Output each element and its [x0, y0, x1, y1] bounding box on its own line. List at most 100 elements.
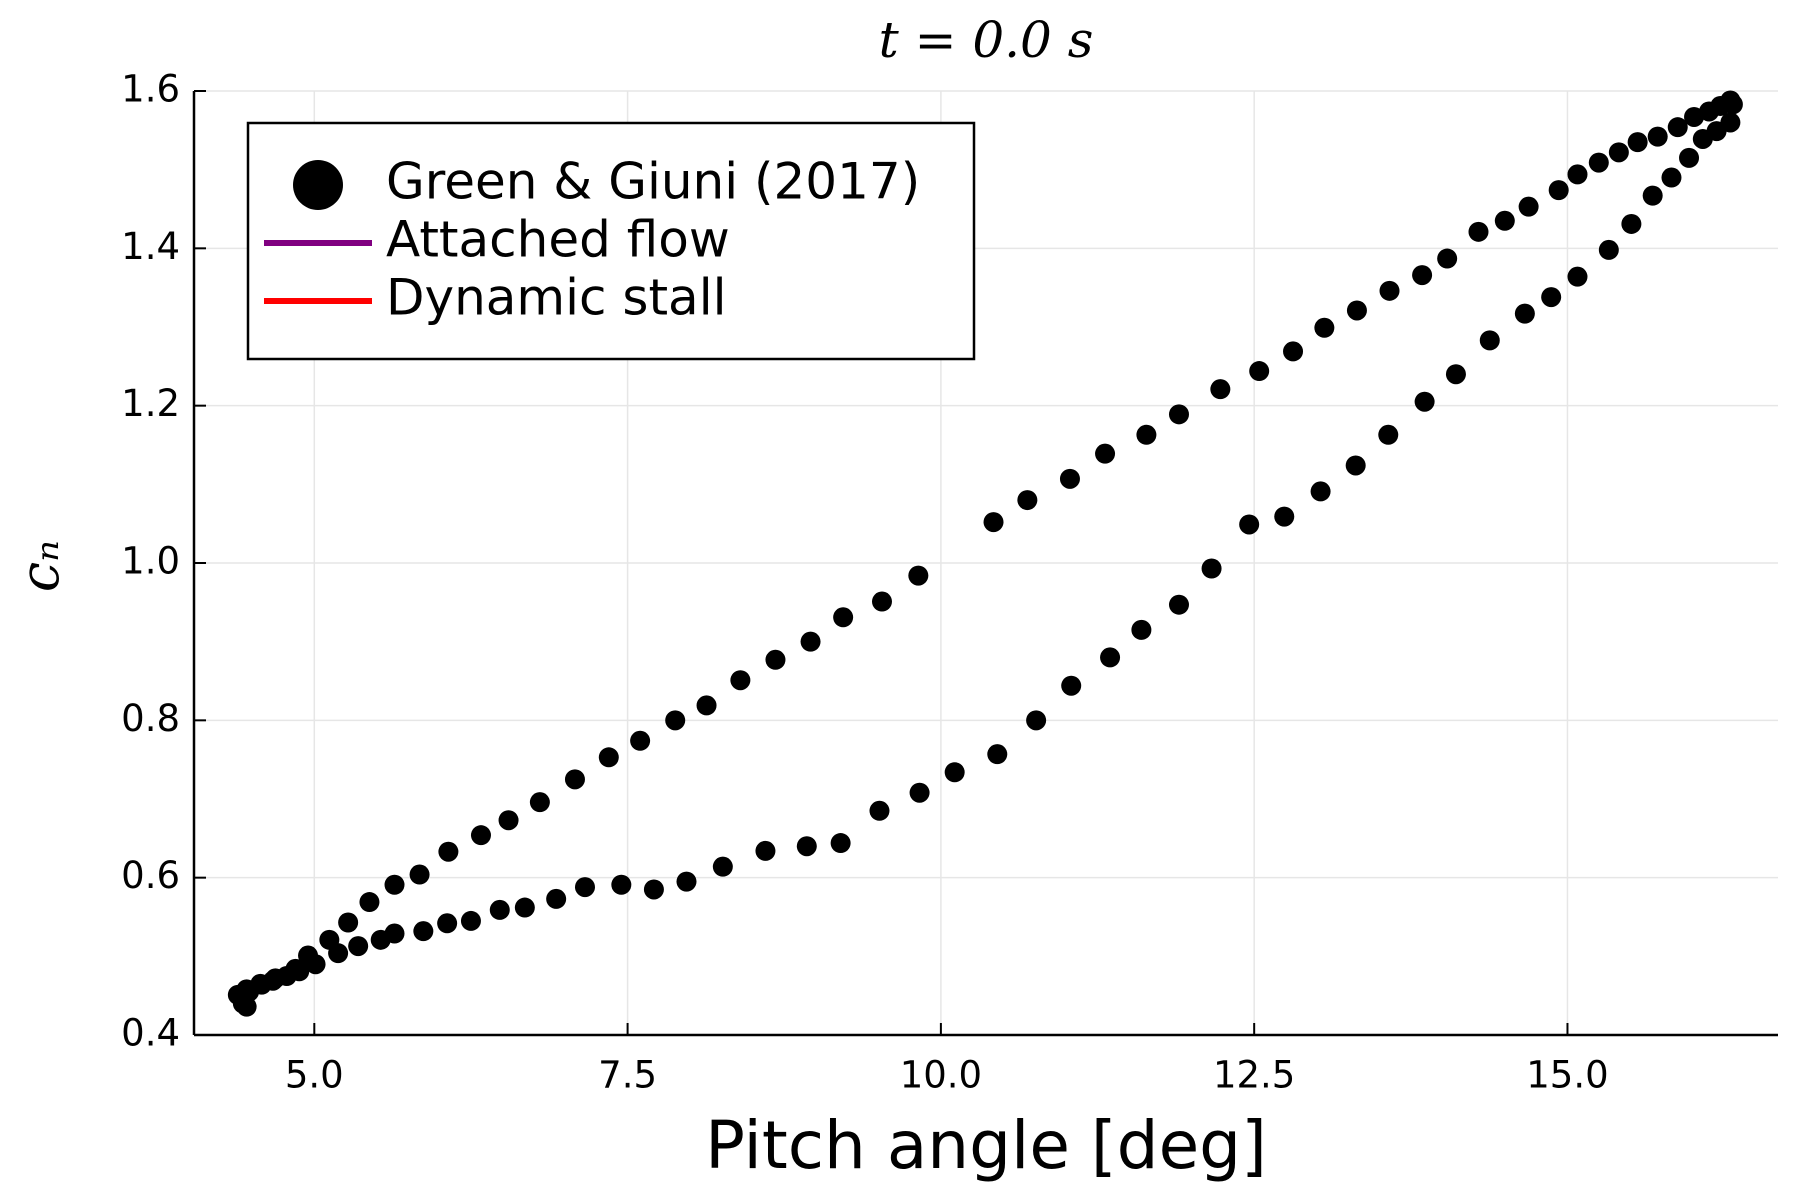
data-point [1548, 180, 1569, 201]
data-point [460, 910, 481, 931]
data-point [944, 762, 965, 783]
legend-label: Dynamic stall [386, 269, 726, 327]
data-point [384, 874, 405, 895]
data-point [696, 695, 717, 716]
data-point [437, 913, 458, 934]
data-point [1627, 132, 1648, 153]
data-point [413, 921, 434, 942]
data-point [1667, 117, 1688, 138]
data-point [498, 810, 519, 831]
data-point [730, 670, 751, 691]
y-tick-label: 0.6 [121, 854, 180, 897]
data-point [796, 836, 817, 857]
data-point [1061, 675, 1082, 696]
data-point [1647, 126, 1668, 147]
data-point [871, 591, 892, 612]
data-point [1379, 280, 1400, 301]
data-point [1249, 361, 1270, 382]
data-point [546, 888, 567, 909]
y-tick-label: 1.4 [121, 225, 180, 268]
data-point [1017, 490, 1038, 511]
legend-swatch [293, 160, 343, 210]
data-point [1414, 391, 1435, 412]
data-point [348, 936, 369, 957]
data-point [983, 512, 1004, 533]
data-point [1445, 364, 1466, 385]
y-tick-label: 0.4 [121, 1012, 180, 1055]
data-point [529, 792, 550, 813]
data-point [1588, 152, 1609, 173]
data-point [1642, 185, 1663, 206]
y-tick-label: 1.2 [121, 382, 180, 425]
data-point [1378, 424, 1399, 445]
data-point [1210, 379, 1231, 400]
data-point [1100, 647, 1121, 668]
x-tick-label: 12.5 [1213, 1054, 1295, 1097]
data-point [564, 769, 585, 790]
data-point [1412, 265, 1433, 286]
data-point [1168, 594, 1189, 615]
y-tick-label: 1.6 [121, 68, 180, 111]
data-point [1567, 164, 1588, 185]
data-point [470, 825, 491, 846]
data-point [1684, 106, 1705, 127]
data-point [665, 710, 686, 731]
data-point [1239, 514, 1260, 535]
data-point [409, 864, 430, 885]
data-point [514, 897, 535, 918]
data-point [438, 841, 459, 862]
data-point [1136, 424, 1157, 445]
data-point [338, 912, 359, 933]
data-point [305, 954, 326, 975]
data-point [1310, 481, 1331, 502]
data-point [1479, 330, 1500, 351]
y-tick-label: 1.0 [121, 540, 180, 583]
x-tick-label: 10.0 [900, 1054, 982, 1097]
data-point [1621, 213, 1642, 234]
data-point [712, 856, 733, 877]
data-point [643, 879, 664, 900]
data-point [676, 871, 697, 892]
chart-title: t = 0.0 s [879, 11, 1094, 69]
data-point [1722, 94, 1743, 115]
data-point [1131, 619, 1152, 640]
data-point [370, 929, 391, 950]
data-point [1608, 142, 1629, 163]
data-point [1095, 443, 1116, 464]
data-point [765, 649, 786, 670]
data-point [489, 899, 510, 920]
data-point [328, 943, 349, 964]
data-point [1679, 147, 1700, 168]
data-point [630, 730, 651, 751]
x-tick-label: 15.0 [1526, 1054, 1608, 1097]
data-point [1026, 710, 1047, 731]
legend-label: Green & Giuni (2017) [386, 153, 920, 211]
data-point [869, 800, 890, 821]
data-point [1314, 317, 1335, 338]
y-axis-label: cₙ [8, 540, 71, 592]
data-point [1692, 128, 1713, 149]
data-point [909, 782, 930, 803]
data-point [800, 631, 821, 652]
data-point [1598, 239, 1619, 260]
data-point [1514, 303, 1535, 324]
data-point [1437, 248, 1458, 269]
data-point [1541, 287, 1562, 308]
data-point [987, 744, 1008, 765]
data-point [1494, 210, 1515, 231]
data-point [598, 747, 619, 768]
data-point [755, 840, 776, 861]
data-point [1059, 468, 1080, 489]
data-point [1345, 455, 1366, 476]
data-point [1201, 558, 1222, 579]
data-point [1661, 167, 1682, 188]
data-point [1274, 506, 1295, 527]
data-point [359, 892, 380, 913]
data-point [1168, 404, 1189, 425]
data-point [611, 874, 632, 895]
legend-label: Attached flow [386, 211, 730, 269]
data-point [1346, 300, 1367, 321]
data-point [1518, 196, 1539, 217]
data-point [908, 565, 929, 586]
